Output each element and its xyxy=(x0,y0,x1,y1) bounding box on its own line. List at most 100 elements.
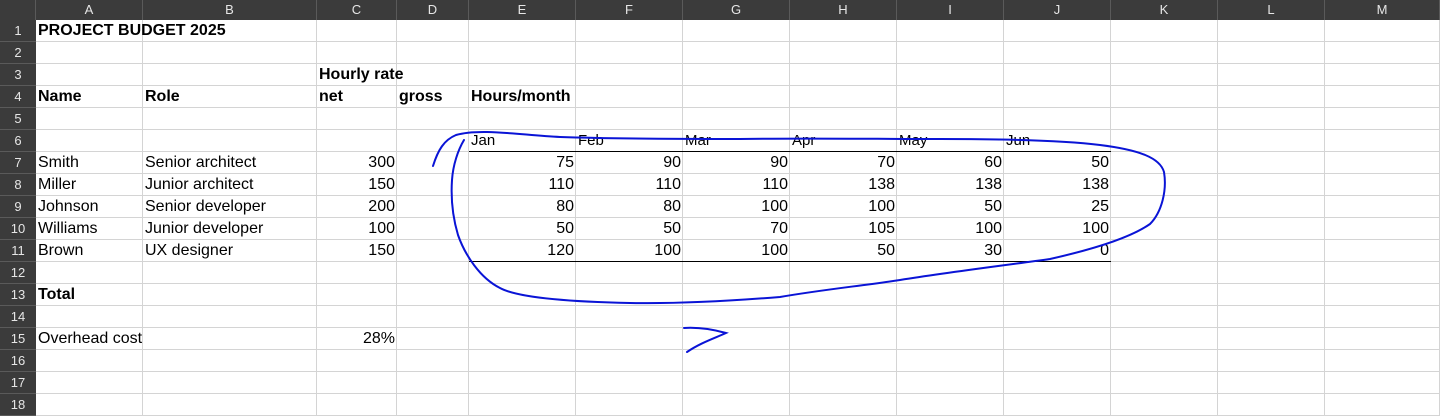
person-name[interactable]: Brown xyxy=(38,242,84,259)
hours-mar[interactable]: 100 xyxy=(761,242,788,259)
person-role[interactable]: Junior architect xyxy=(145,176,254,193)
column-header-i[interactable]: I xyxy=(897,0,1004,20)
hours-feb[interactable]: 90 xyxy=(663,154,681,171)
ink-circle-stroke xyxy=(432,131,1166,305)
column-header-f[interactable]: F xyxy=(576,0,683,20)
person-net-rate[interactable]: 300 xyxy=(368,154,395,171)
hours-feb[interactable]: 100 xyxy=(654,242,681,259)
grid-line-horizontal xyxy=(36,41,1440,42)
person-role[interactable]: UX designer xyxy=(145,242,234,259)
hours-mar[interactable]: 90 xyxy=(770,154,788,171)
hours-may[interactable]: 30 xyxy=(984,242,1002,259)
hours-jun[interactable]: 0 xyxy=(1100,242,1109,259)
row-header-15[interactable]: 15 xyxy=(0,328,36,350)
person-role[interactable]: Senior architect xyxy=(145,154,257,171)
person-role[interactable]: Junior developer xyxy=(145,220,264,237)
hours-jun[interactable]: 25 xyxy=(1091,198,1109,215)
hours-apr[interactable]: 105 xyxy=(868,220,895,237)
hours-may[interactable]: 60 xyxy=(984,154,1002,171)
column-header-h[interactable]: H xyxy=(790,0,897,20)
person-name[interactable]: Williams xyxy=(38,220,98,237)
row-header-10[interactable]: 10 xyxy=(0,218,36,240)
row-header-1[interactable]: 1 xyxy=(0,20,36,42)
hours-apr[interactable]: 50 xyxy=(877,242,895,259)
column-header-j[interactable]: J xyxy=(1004,0,1111,20)
header-hourly-rate[interactable]: Hourly rate xyxy=(319,66,404,83)
hours-jun[interactable]: 50 xyxy=(1091,154,1109,171)
row-header-2[interactable]: 2 xyxy=(0,42,36,64)
column-header-c[interactable]: C xyxy=(317,0,397,20)
month-header-apr[interactable]: Apr xyxy=(792,132,816,149)
row-header-5[interactable]: 5 xyxy=(0,108,36,130)
header-role[interactable]: Role xyxy=(145,88,180,105)
hours-jan[interactable]: 50 xyxy=(556,220,574,237)
hours-jun[interactable]: 138 xyxy=(1082,176,1109,193)
row-header-6[interactable]: 6 xyxy=(0,130,36,152)
hours-jan[interactable]: 75 xyxy=(556,154,574,171)
header-net[interactable]: net xyxy=(319,88,343,105)
sheet-title[interactable]: PROJECT BUDGET 2025 xyxy=(38,22,226,39)
grid-line-horizontal xyxy=(36,371,1440,372)
month-header-jan[interactable]: Jan xyxy=(471,132,496,149)
person-net-rate[interactable]: 200 xyxy=(368,198,395,215)
overhead-cost-label[interactable]: Overhead cost xyxy=(38,330,143,347)
hours-jan[interactable]: 120 xyxy=(547,242,574,259)
hours-mar[interactable]: 110 xyxy=(762,176,788,193)
person-net-rate[interactable]: 150 xyxy=(368,242,395,259)
month-header-may[interactable]: May xyxy=(899,132,928,149)
grid-line-horizontal xyxy=(36,63,1440,64)
person-role[interactable]: Senior developer xyxy=(145,198,266,215)
header-gross[interactable]: gross xyxy=(399,88,443,105)
person-net-rate[interactable]: 100 xyxy=(368,220,395,237)
hours-jun[interactable]: 100 xyxy=(1082,220,1109,237)
row-header-9[interactable]: 9 xyxy=(0,196,36,218)
grid-line-horizontal xyxy=(36,393,1440,394)
person-net-rate[interactable]: 150 xyxy=(368,176,395,193)
table-bottom-border xyxy=(469,261,1111,262)
person-name[interactable]: Johnson xyxy=(38,198,99,215)
column-header-a[interactable]: A xyxy=(36,0,143,20)
column-header-b[interactable]: B xyxy=(143,0,317,20)
column-header-l[interactable]: L xyxy=(1218,0,1325,20)
hours-jan[interactable]: 80 xyxy=(556,198,574,215)
row-header-8[interactable]: 8 xyxy=(0,174,36,196)
column-header-d[interactable]: D xyxy=(397,0,469,20)
row-header-7[interactable]: 7 xyxy=(0,152,36,174)
row-header-14[interactable]: 14 xyxy=(0,306,36,328)
hours-apr[interactable]: 138 xyxy=(868,176,895,193)
person-name[interactable]: Smith xyxy=(38,154,79,171)
overhead-cost-value[interactable]: 28% xyxy=(362,330,395,347)
month-row-border xyxy=(469,151,1111,152)
row-header-12[interactable]: 12 xyxy=(0,262,36,284)
hours-mar[interactable]: 70 xyxy=(770,220,788,237)
total-label[interactable]: Total xyxy=(38,286,76,303)
column-header-e[interactable]: E xyxy=(469,0,576,20)
grid-line-horizontal xyxy=(36,305,1440,306)
hours-feb[interactable]: 110 xyxy=(655,176,681,193)
month-header-mar[interactable]: Mar xyxy=(685,132,711,149)
row-header-17[interactable]: 17 xyxy=(0,372,36,394)
person-name[interactable]: Miller xyxy=(38,176,77,193)
header-hours-month[interactable]: Hours/month xyxy=(471,88,571,105)
hours-apr[interactable]: 100 xyxy=(868,198,895,215)
row-header-3[interactable]: 3 xyxy=(0,64,36,86)
header-name[interactable]: Name xyxy=(38,88,82,105)
column-header-k[interactable]: K xyxy=(1111,0,1218,20)
select-all-corner[interactable] xyxy=(0,0,36,20)
hours-may[interactable]: 100 xyxy=(975,220,1002,237)
hours-feb[interactable]: 50 xyxy=(663,220,681,237)
column-header-g[interactable]: G xyxy=(683,0,790,20)
hours-may[interactable]: 50 xyxy=(984,198,1002,215)
hours-may[interactable]: 138 xyxy=(975,176,1002,193)
hours-mar[interactable]: 100 xyxy=(761,198,788,215)
month-header-feb[interactable]: Feb xyxy=(578,132,604,149)
row-header-13[interactable]: 13 xyxy=(0,284,36,306)
hours-feb[interactable]: 80 xyxy=(663,198,681,215)
hours-jan[interactable]: 110 xyxy=(548,176,574,193)
row-header-11[interactable]: 11 xyxy=(0,240,36,262)
hours-apr[interactable]: 70 xyxy=(877,154,895,171)
row-header-4[interactable]: 4 xyxy=(0,86,36,108)
row-header-16[interactable]: 16 xyxy=(0,350,36,372)
